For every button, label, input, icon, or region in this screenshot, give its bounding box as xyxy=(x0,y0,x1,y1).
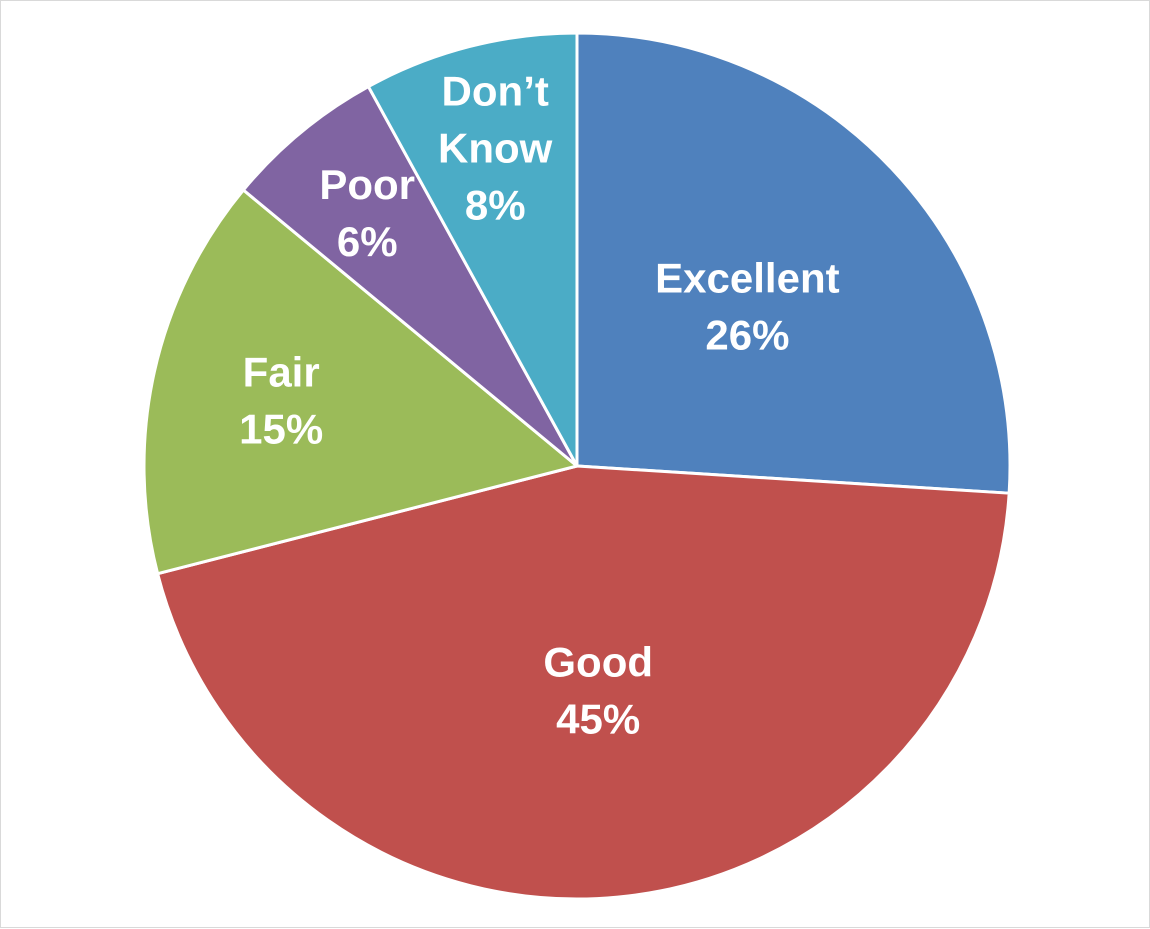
slice-category-label: Know xyxy=(438,124,553,171)
slice-value-label: 6% xyxy=(337,218,398,265)
slice-value-label: 8% xyxy=(465,181,526,228)
slice-category-label: Don’t xyxy=(442,67,549,114)
slice-value-label: 26% xyxy=(705,311,789,358)
pie-slice-poor xyxy=(241,85,579,468)
pie-slice-excellent xyxy=(575,31,1012,495)
slice-label-poor: Poor 6% xyxy=(319,161,415,265)
slice-category-label: Good xyxy=(543,639,653,686)
pie-slice-don-t-know xyxy=(366,31,579,468)
slice-label-don-t-know: Don’t Know 8% xyxy=(438,67,553,228)
slice-category-label: Poor xyxy=(319,161,415,208)
slice-category-label: Fair xyxy=(243,348,320,395)
slice-label-excellent: Excellent 26% xyxy=(655,254,839,358)
pie-slice-good xyxy=(156,464,1011,901)
slice-category-label: Excellent xyxy=(655,254,839,301)
pie-slice-fair xyxy=(142,188,579,576)
slice-value-label: 45% xyxy=(556,696,640,743)
slice-value-label: 15% xyxy=(239,405,323,452)
slice-label-good: Good 45% xyxy=(543,639,653,743)
slice-label-fair: Fair 15% xyxy=(239,348,323,452)
